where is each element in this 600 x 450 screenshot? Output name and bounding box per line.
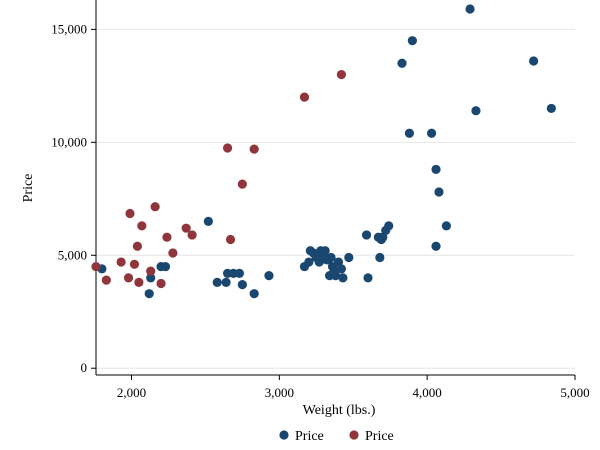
data-point: [116, 257, 126, 267]
data-point: [363, 273, 373, 283]
legend: Price Price: [279, 429, 394, 444]
data-point: [431, 164, 441, 175]
data-point: [344, 252, 354, 263]
data-point: [101, 275, 111, 285]
y-axis-title: Price: [21, 174, 36, 203]
data-point: [212, 277, 222, 287]
y-tick-label: 10,000: [51, 134, 87, 149]
data-point: [146, 266, 156, 276]
data-point: [465, 4, 475, 14]
legend-label: Price: [365, 429, 394, 444]
grid-lines: [96, 28, 575, 369]
data-point: [237, 179, 247, 189]
data-point: [441, 221, 451, 231]
axes: [95, 0, 575, 376]
data-point: [160, 261, 171, 272]
data-point: [426, 128, 437, 138]
data-point: [407, 36, 417, 46]
data-point: [249, 144, 259, 154]
data-point: [338, 273, 348, 283]
series-2-points: [91, 69, 347, 289]
data-point: [181, 223, 191, 233]
data-point: [326, 252, 336, 263]
data-point: [225, 234, 236, 245]
data-point: [529, 56, 539, 66]
data-point: [299, 92, 310, 102]
data-point: [330, 271, 341, 281]
data-point: [264, 271, 274, 281]
data-point: [137, 221, 147, 231]
data-point: [336, 264, 347, 274]
legend-label: Price: [295, 429, 324, 444]
data-point: [471, 106, 481, 116]
data-point: [237, 280, 247, 290]
data-point: [375, 252, 385, 263]
y-tick-label: 0: [81, 360, 88, 375]
data-point: [129, 259, 140, 269]
data-point: [336, 69, 347, 80]
y-tick-label: 15,000: [51, 21, 87, 36]
data-point: [146, 273, 156, 283]
data-point: [404, 128, 415, 138]
data-point: [249, 289, 259, 299]
x-tick-label: 4,000: [413, 385, 442, 400]
data-point: [91, 261, 101, 272]
data-point: [384, 221, 394, 231]
x-axis-title: Weight (lbs.): [303, 403, 376, 418]
legend-marker: [279, 430, 289, 440]
data-point: [320, 246, 330, 256]
data-point: [162, 232, 172, 242]
x-tick-label: 2,000: [117, 385, 146, 400]
series-1-points: [97, 4, 556, 299]
x-tick-label: 3,000: [265, 385, 294, 400]
data-point: [203, 216, 213, 226]
data-point: [361, 230, 372, 240]
data-point: [546, 103, 556, 114]
data-point: [134, 277, 144, 287]
data-point: [150, 202, 160, 212]
data-point: [397, 58, 407, 68]
data-point: [156, 278, 166, 289]
data-point: [434, 187, 444, 197]
data-point: [431, 241, 441, 251]
data-point: [187, 230, 197, 240]
data-points: [91, 4, 556, 299]
legend-marker: [349, 430, 359, 440]
data-point: [144, 289, 154, 299]
y-tick-label: 5,000: [58, 247, 87, 262]
data-point: [222, 143, 233, 153]
data-point: [221, 277, 231, 287]
data-point: [123, 273, 134, 283]
x-tick-label: 5,000: [560, 385, 589, 400]
axis-ticks: 0 5,000 10,000 15,000 2,000 3,000 4,000 5,000: [51, 21, 589, 400]
data-point: [125, 208, 135, 219]
data-point: [168, 248, 178, 258]
data-point: [132, 241, 142, 251]
data-point: [234, 268, 245, 278]
data-point: [304, 257, 314, 267]
